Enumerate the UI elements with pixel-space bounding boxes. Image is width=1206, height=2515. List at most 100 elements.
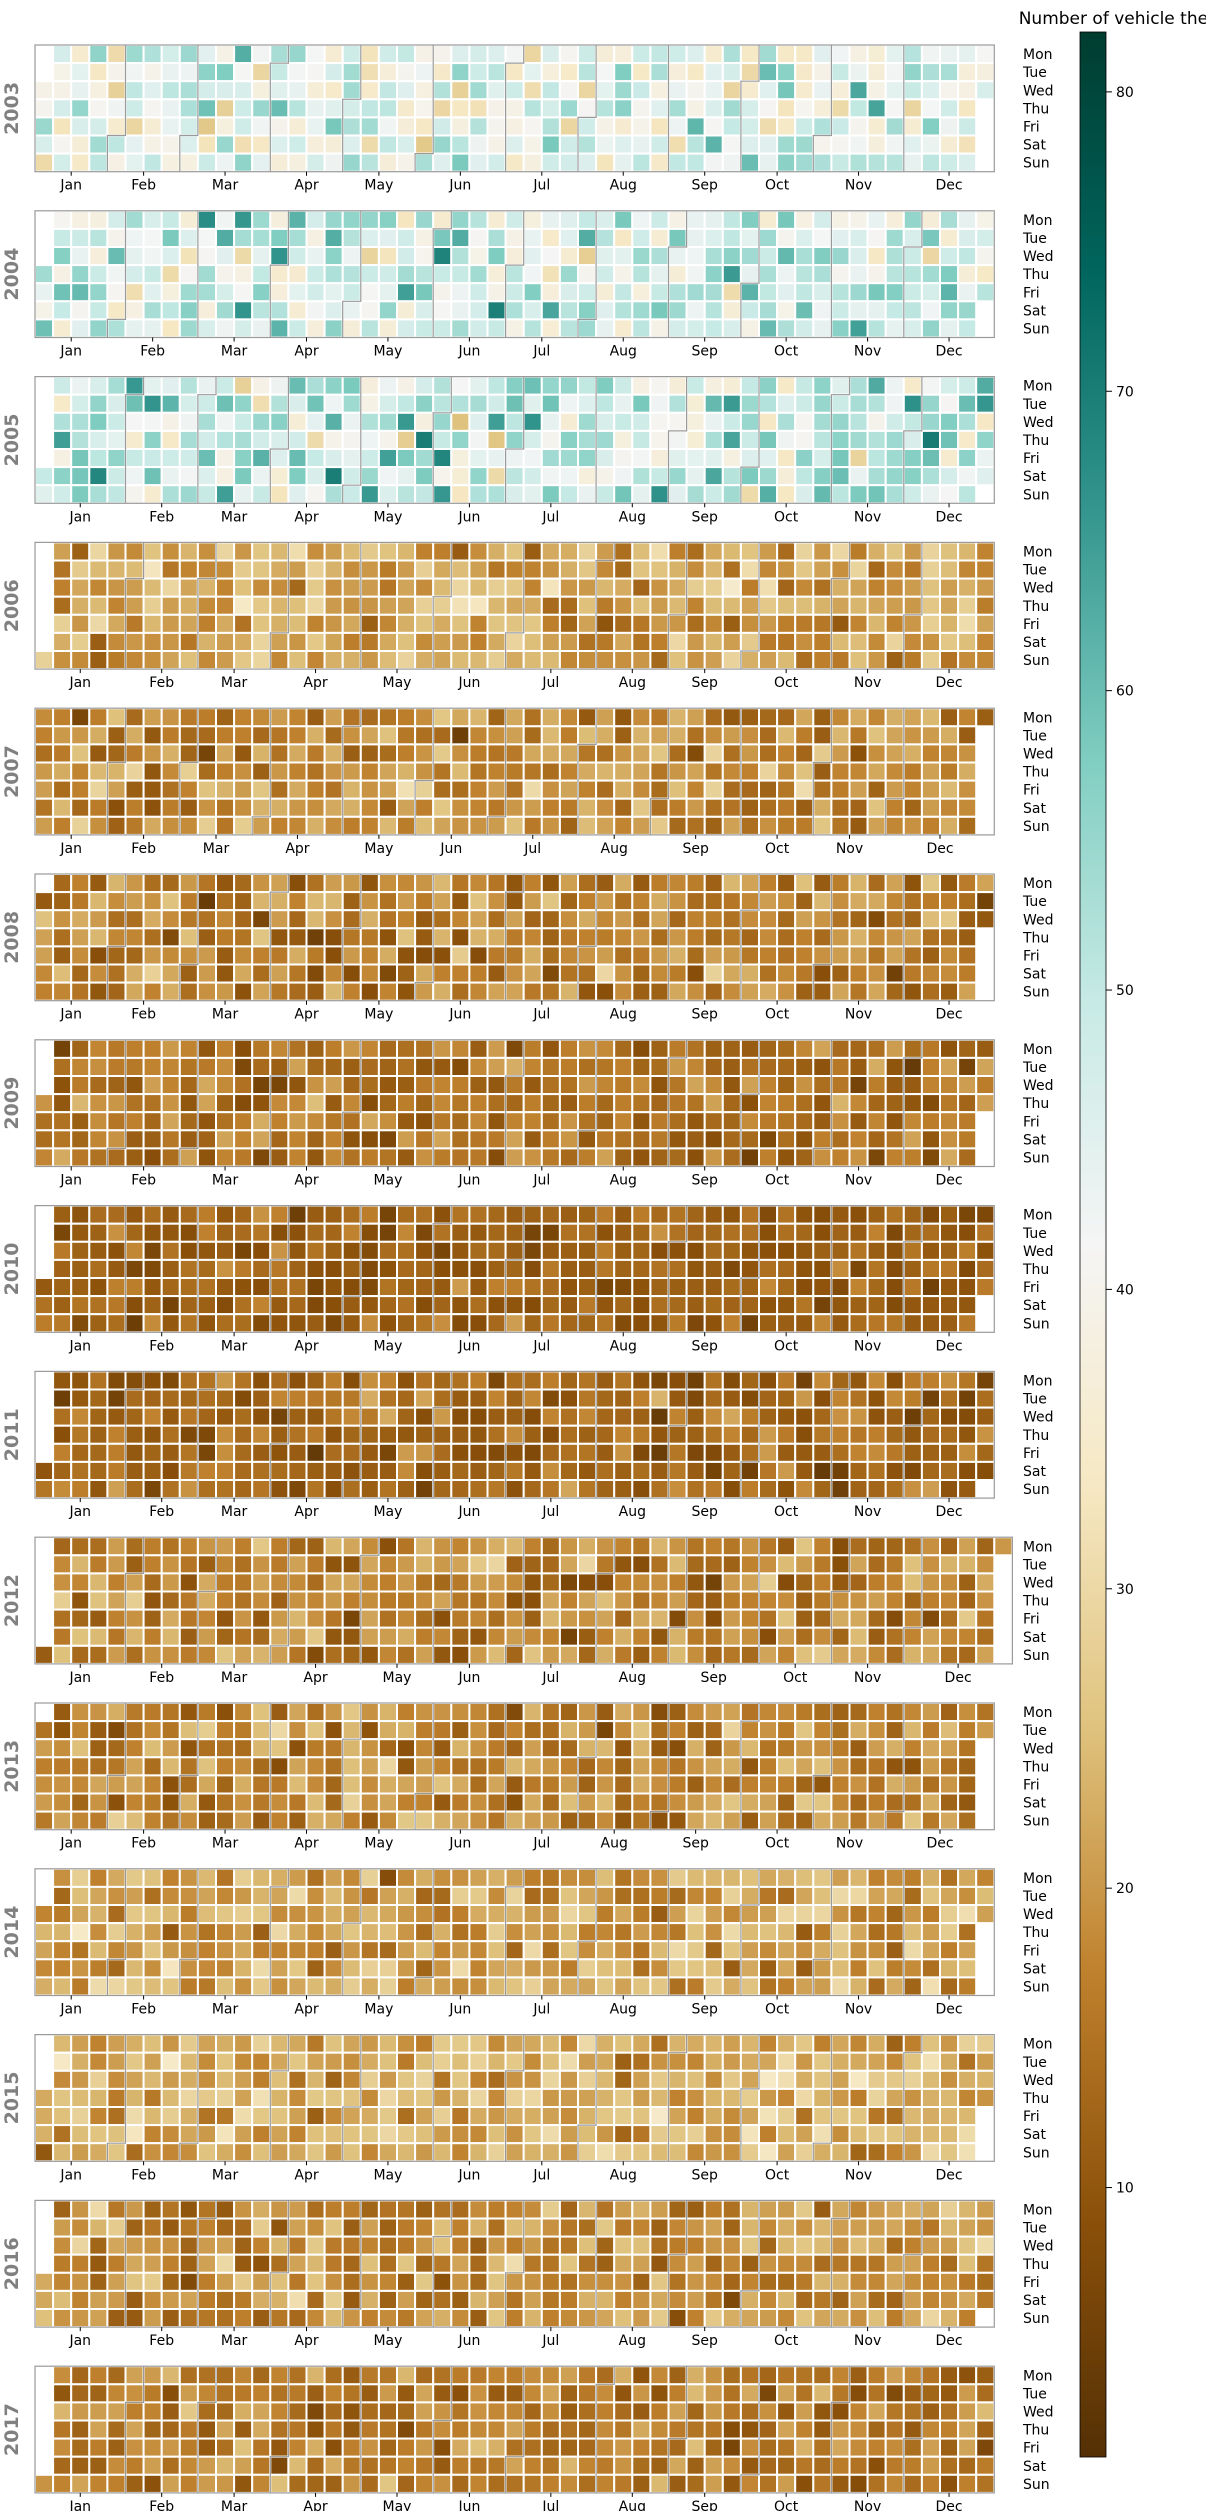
day-cell xyxy=(252,615,270,633)
day-cell xyxy=(71,1242,89,1260)
day-cell xyxy=(650,1130,668,1148)
day-cell xyxy=(53,726,71,744)
day-cell xyxy=(162,1242,180,1260)
day-cell xyxy=(107,1757,125,1775)
day-cell xyxy=(886,1224,904,1242)
day-cell xyxy=(687,763,705,781)
day-cell xyxy=(687,1242,705,1260)
day-cell xyxy=(234,928,252,946)
day-cell xyxy=(868,874,886,892)
day-cell xyxy=(162,928,180,946)
day-cell xyxy=(976,1537,994,1555)
day-cell xyxy=(831,1628,849,1646)
day-cell xyxy=(451,117,469,135)
day-cell xyxy=(524,1462,542,1480)
day-cell xyxy=(578,1408,596,1426)
day-cell xyxy=(506,597,524,615)
day-cell xyxy=(270,597,288,615)
day-cell xyxy=(759,1130,777,1148)
day-cell xyxy=(650,892,668,910)
day-cell xyxy=(795,1278,813,1296)
day-cell xyxy=(596,615,614,633)
day-cell xyxy=(976,81,994,99)
day-cell xyxy=(542,1426,560,1444)
day-cell xyxy=(126,1462,144,1480)
day-cell xyxy=(542,1628,560,1646)
day-cell xyxy=(868,1537,886,1555)
day-cell xyxy=(126,1610,144,1628)
day-cell xyxy=(379,449,397,467)
day-cell xyxy=(650,781,668,799)
day-cell xyxy=(379,1426,397,1444)
day-cell xyxy=(777,799,795,817)
day-cell xyxy=(542,63,560,81)
day-cell xyxy=(433,1371,451,1389)
day-cell xyxy=(325,1628,343,1646)
day-cell xyxy=(451,81,469,99)
day-cell xyxy=(813,136,831,154)
day-cell xyxy=(958,1224,976,1242)
day-cell xyxy=(886,63,904,81)
day-cell xyxy=(777,1537,795,1555)
day-cell xyxy=(596,1869,614,1887)
day-cell xyxy=(958,283,976,301)
day-cell xyxy=(126,1058,144,1076)
day-cell xyxy=(850,817,868,835)
day-cell xyxy=(868,1076,886,1094)
day-cell xyxy=(524,726,542,744)
day-cell xyxy=(216,247,234,265)
day-cell xyxy=(469,229,487,247)
day-cell xyxy=(632,1646,650,1664)
day-cell xyxy=(795,247,813,265)
day-cell xyxy=(361,1148,379,1166)
day-cell xyxy=(144,946,162,964)
day-cell xyxy=(343,597,361,615)
day-cell xyxy=(850,1462,868,1480)
day-cell xyxy=(433,561,451,579)
day-cell xyxy=(270,874,288,892)
day-cell xyxy=(433,1887,451,1905)
day-cell xyxy=(180,1739,198,1757)
day-cell xyxy=(451,449,469,467)
day-cell xyxy=(904,597,922,615)
day-cell xyxy=(107,81,125,99)
day-cell xyxy=(107,983,125,1001)
day-cell xyxy=(669,319,687,337)
day-cell xyxy=(958,1739,976,1757)
day-cell xyxy=(71,928,89,946)
day-cell xyxy=(89,579,107,597)
day-cell xyxy=(524,81,542,99)
year-label: 2012 xyxy=(1,1574,23,1627)
day-cell xyxy=(868,211,886,229)
day-cell xyxy=(361,117,379,135)
day-cell xyxy=(741,1130,759,1148)
day-cell xyxy=(89,2107,107,2125)
day-cell xyxy=(307,892,325,910)
day-cell xyxy=(343,45,361,63)
day-cell xyxy=(850,63,868,81)
day-cell xyxy=(415,229,433,247)
day-cell xyxy=(542,319,560,337)
day-cell xyxy=(397,965,415,983)
day-cell xyxy=(307,99,325,117)
day-cell xyxy=(107,928,125,946)
day-cell xyxy=(361,1592,379,1610)
day-cell xyxy=(940,744,958,762)
day-cell xyxy=(234,449,252,467)
day-cell xyxy=(162,799,180,817)
day-cell xyxy=(850,1959,868,1977)
day-cell xyxy=(886,1592,904,1610)
weekday-label: Sat xyxy=(1023,1464,1046,1480)
day-cell xyxy=(795,983,813,1001)
day-cell xyxy=(361,377,379,395)
day-cell xyxy=(614,154,632,172)
day-cell xyxy=(397,1610,415,1628)
day-cell xyxy=(868,1721,886,1739)
day-cell xyxy=(777,946,795,964)
day-cell xyxy=(705,1941,723,1959)
day-cell xyxy=(325,1278,343,1296)
day-cell xyxy=(397,63,415,81)
day-cell xyxy=(488,1130,506,1148)
day-cell xyxy=(868,154,886,172)
day-cell xyxy=(198,946,216,964)
